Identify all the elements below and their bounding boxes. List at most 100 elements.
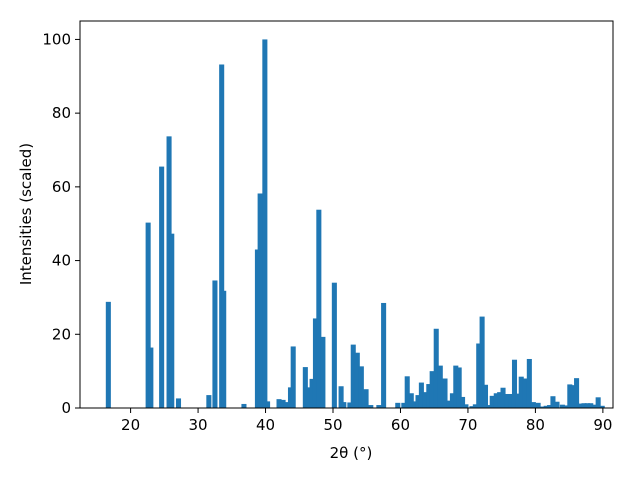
bar xyxy=(169,233,175,408)
bar xyxy=(341,402,347,408)
x-tick-label: 90 xyxy=(593,416,612,434)
bar xyxy=(437,365,443,408)
bar xyxy=(530,402,536,408)
y-tick-label: 0 xyxy=(61,399,71,417)
bar xyxy=(415,395,421,408)
y-tick-label: 20 xyxy=(52,325,71,343)
y-tick-label: 60 xyxy=(52,178,71,196)
bar xyxy=(395,402,401,408)
y-tick-label: 100 xyxy=(42,30,71,48)
bar xyxy=(540,406,546,408)
bar xyxy=(331,282,337,408)
bar xyxy=(535,402,541,408)
bar xyxy=(105,301,111,408)
bar xyxy=(567,384,573,408)
bar xyxy=(472,404,478,408)
bar xyxy=(309,378,315,408)
bar xyxy=(449,393,455,408)
x-tick-label: 20 xyxy=(121,416,140,434)
bar xyxy=(429,371,435,408)
bar xyxy=(479,316,485,408)
bar xyxy=(511,359,518,408)
plot-frame xyxy=(79,20,614,409)
bar xyxy=(175,398,182,408)
bar xyxy=(145,222,151,408)
bar xyxy=(456,367,462,408)
bar xyxy=(426,384,432,408)
bar xyxy=(592,404,598,408)
y-tick-label: 80 xyxy=(52,104,71,122)
x-axis-label: 2θ (°) xyxy=(330,444,373,462)
bar xyxy=(418,382,424,408)
bar xyxy=(489,395,495,408)
bar xyxy=(442,378,448,408)
bar xyxy=(212,280,218,408)
bar xyxy=(504,393,510,408)
y-axis-label: Intensities (scaled) xyxy=(17,143,35,285)
bar xyxy=(257,193,263,408)
x-tick-label: 50 xyxy=(323,416,342,434)
bar xyxy=(381,302,387,408)
bar xyxy=(554,401,560,408)
bar xyxy=(559,404,565,408)
bar xyxy=(543,405,549,408)
bar xyxy=(265,401,271,408)
bar xyxy=(486,405,492,408)
bar xyxy=(599,405,605,408)
bar xyxy=(463,404,469,408)
bar xyxy=(581,403,587,408)
bar xyxy=(354,352,360,408)
bars-layer xyxy=(105,39,605,409)
bar xyxy=(526,358,532,408)
bar xyxy=(547,405,553,408)
bar xyxy=(358,366,364,408)
bar xyxy=(412,401,418,408)
bar xyxy=(515,393,521,408)
bar xyxy=(476,343,482,408)
bar xyxy=(500,387,506,408)
bar xyxy=(368,405,374,408)
bar xyxy=(347,402,353,408)
bar xyxy=(338,386,344,408)
bar xyxy=(453,365,459,408)
bar xyxy=(404,376,410,408)
bar xyxy=(408,393,414,408)
x-tick-label: 70 xyxy=(458,416,477,434)
bar xyxy=(276,399,282,408)
x-tick-label: 40 xyxy=(256,416,275,434)
bar xyxy=(241,403,247,408)
bar xyxy=(460,396,466,408)
bar xyxy=(320,336,326,408)
bar xyxy=(363,389,369,408)
bar xyxy=(312,318,318,408)
bar xyxy=(262,39,268,409)
bar xyxy=(550,396,556,408)
bar xyxy=(287,387,294,408)
bar xyxy=(570,385,576,408)
bar xyxy=(283,402,289,408)
bar xyxy=(290,346,296,408)
bar xyxy=(493,393,499,408)
bar xyxy=(446,400,452,408)
bar xyxy=(254,249,260,408)
bar xyxy=(221,290,227,408)
bar xyxy=(376,405,382,408)
bar xyxy=(433,328,439,408)
bar xyxy=(482,384,489,408)
bar xyxy=(306,387,312,408)
bar xyxy=(401,402,407,408)
y-axis-ticks: 0 20 40 60 80 100 xyxy=(42,30,80,417)
x-axis-ticks: 20 30 40 50 60 70 80 90 xyxy=(121,408,612,434)
bar xyxy=(588,403,594,408)
bar xyxy=(350,344,356,408)
bar xyxy=(148,347,154,408)
bar xyxy=(159,166,165,408)
bar xyxy=(316,209,322,408)
x-tick-label: 60 xyxy=(391,416,410,434)
bar xyxy=(584,403,590,408)
bar xyxy=(422,392,428,408)
y-tick-label: 40 xyxy=(52,252,71,270)
bar xyxy=(522,378,528,408)
bar xyxy=(518,376,524,408)
